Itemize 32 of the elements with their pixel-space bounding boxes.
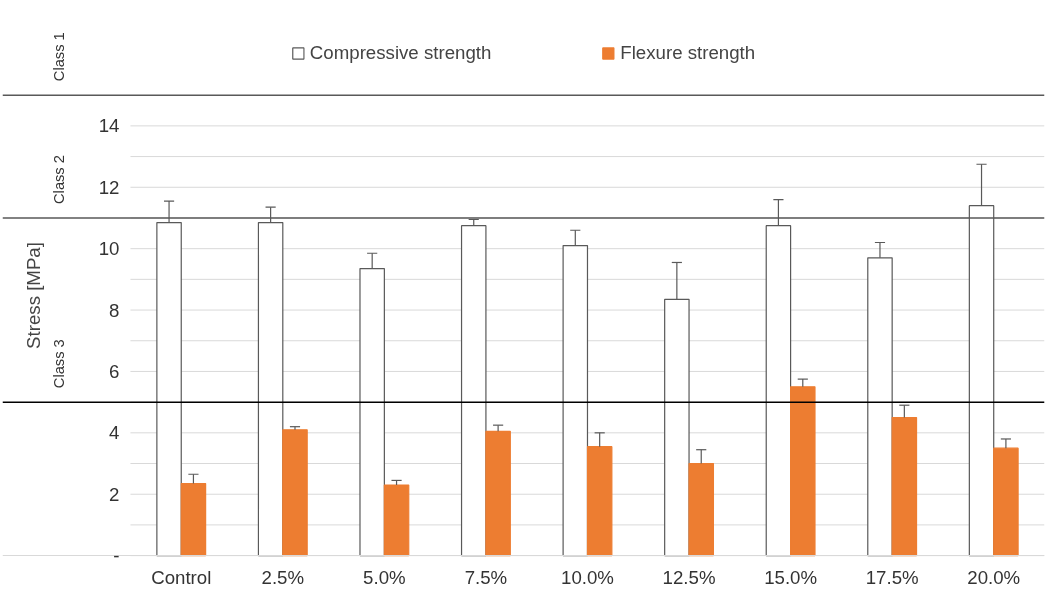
y-tick-label: 4 bbox=[109, 422, 120, 444]
x-tick-label: 5.0% bbox=[363, 566, 406, 588]
bar bbox=[383, 484, 410, 557]
x-tick-label: 2.5% bbox=[261, 566, 305, 588]
x-tick-label: 7.5% bbox=[464, 566, 508, 588]
y-tick-label: 14 bbox=[98, 115, 120, 137]
legend-label: Flexure strength bbox=[620, 42, 756, 64]
legend-label: Compressive strength bbox=[309, 42, 492, 64]
x-tick-label: 17.5% bbox=[865, 566, 919, 588]
x-tick-label: 12.5% bbox=[662, 566, 716, 588]
y-tick-label: - bbox=[113, 545, 120, 567]
x-tick-label: 10.0% bbox=[561, 566, 614, 588]
bar bbox=[586, 446, 613, 557]
x-tick-label: Control bbox=[151, 566, 212, 588]
y-tick-label: 12 bbox=[98, 176, 120, 198]
y-tick-label: 2 bbox=[109, 483, 120, 505]
x-tick-label: 15.0% bbox=[764, 566, 818, 588]
y-axis-title: Stress [MPa] bbox=[22, 242, 44, 349]
bar bbox=[180, 482, 207, 557]
bar bbox=[790, 386, 816, 557]
bar bbox=[688, 462, 715, 557]
ref-line-label: Class 3 bbox=[51, 339, 68, 389]
x-tick-label: 20.0% bbox=[967, 566, 1021, 588]
ref-line-label: Class 2 bbox=[51, 155, 68, 204]
y-tick-label: 8 bbox=[109, 299, 120, 321]
bar bbox=[993, 447, 1019, 557]
ref-line-label: Class 1 bbox=[51, 32, 68, 82]
y-tick-label: 10 bbox=[98, 238, 120, 260]
bar bbox=[891, 416, 918, 557]
y-tick-label: 6 bbox=[109, 360, 120, 382]
bar bbox=[282, 429, 308, 557]
bar bbox=[485, 430, 511, 557]
